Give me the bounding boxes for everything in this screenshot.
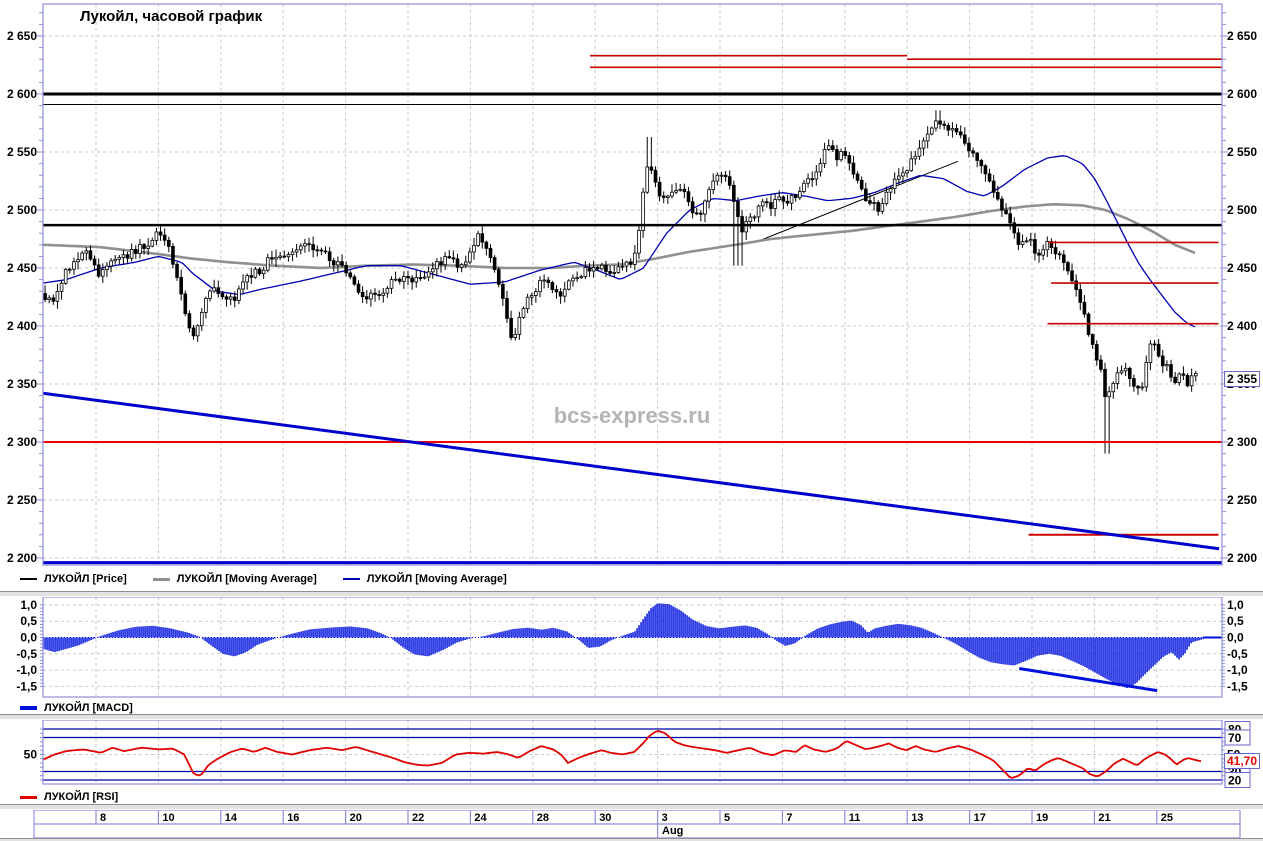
panel-splitter [0,804,1263,810]
svg-text:-1,5: -1,5 [1227,679,1248,693]
price-legend: ЛУКОЙЛ [Price] ЛУКОЙЛ [Moving Average] Л… [20,569,533,589]
svg-text:1,0: 1,0 [1227,598,1244,612]
svg-text:0,5: 0,5 [20,614,37,628]
date-label: 19 [1036,812,1048,824]
rsi-legend: ЛУКОЙЛ [RSI] [20,789,144,805]
rsi-line [42,730,1202,779]
panel-splitter [0,591,1263,597]
macd-legend: ЛУКОЙЛ [MACD] [20,700,159,716]
rsi-guides [43,728,1222,781]
svg-text:2 300: 2 300 [1227,435,1257,449]
svg-text:2 500: 2 500 [7,203,37,217]
date-label: 5 [724,812,730,824]
macd-line-swatch-icon [20,706,37,710]
svg-text:2 550: 2 550 [7,145,37,159]
date-label: 25 [1161,812,1173,824]
svg-text:2 200: 2 200 [1227,551,1257,565]
svg-text:2 600: 2 600 [1227,87,1257,101]
price-trendline-main [42,391,1220,551]
legend-item-ma-fast: ЛУКОЙЛ [Moving Average] [342,573,507,585]
panel-splitter [0,714,1263,720]
macd-trendline [1018,666,1158,693]
date-label: 24 [474,812,487,824]
price-trendline-support [754,160,959,243]
price-levels [43,54,1222,565]
date-label: 21 [1098,812,1110,824]
svg-text:2 200: 2 200 [7,551,37,565]
svg-text:2 550: 2 550 [1227,145,1257,159]
date-label: 13 [911,812,923,824]
svg-text:20: 20 [1228,774,1242,788]
date-label: 30 [599,812,611,824]
macd-legend-label: ЛУКОЙЛ [MACD] [44,702,133,714]
svg-text:0,0: 0,0 [1227,631,1244,645]
price-line-swatch-icon [20,578,37,580]
gridlines [43,4,1222,784]
date-label: 11 [849,812,861,824]
svg-text:0,5: 0,5 [1227,614,1244,628]
ma-slow-line-swatch-icon [152,577,170,581]
bottom-edge [0,838,1263,841]
rsi-legend-label: ЛУКОЙЛ [RSI] [44,791,119,803]
macd-histogram [42,603,1222,689]
svg-text:2 650: 2 650 [1227,29,1257,43]
last-rsi-badge: 41,70 [1224,753,1261,769]
date-axis: 8 10 14 16 20 22 24 28 30 3 5 7 11 13 17 19 21 25 [33,809,1241,839]
svg-text:-1,0: -1,0 [16,663,37,677]
date-label: 20 [350,812,362,824]
date-label: 10 [162,812,174,824]
price-legend-label: ЛУКОЙЛ [Price] [44,573,127,585]
month-label: Aug [662,825,684,837]
date-label: 3 [662,812,668,824]
panel-frames [37,3,1228,785]
svg-text:2 650: 2 650 [7,29,37,43]
svg-text:-1,0: -1,0 [1227,663,1248,677]
svg-text:2 450: 2 450 [7,261,37,275]
legend-item-macd: ЛУКОЙЛ [MACD] [20,702,133,714]
axis-labels: 2 650 2 650 2 600 2 600 2 550 2 550 2 500 2 500… [7,29,1257,788]
svg-text:-0,5: -0,5 [1227,647,1248,661]
last-price-badge: 2 355 [1224,371,1261,387]
svg-text:2 350: 2 350 [7,377,37,391]
svg-text:2 250: 2 250 [7,493,37,507]
date-label: 17 [974,812,986,824]
svg-text:-0,5: -0,5 [16,647,37,661]
date-label: 16 [287,812,299,824]
legend-item-price: ЛУКОЙЛ [Price] [20,573,127,585]
date-label: 8 [100,812,106,824]
price-candles [43,110,1198,454]
rsi-line-swatch-icon [20,795,37,799]
watermark: bcs-express.ru [553,403,711,428]
date-label: 14 [225,812,238,824]
ma-fast-line-swatch-icon [342,578,360,580]
svg-text:2 400: 2 400 [7,319,37,333]
svg-text:0,0: 0,0 [20,631,37,645]
svg-text:2 300: 2 300 [7,435,37,449]
date-label: 28 [537,812,549,824]
svg-text:2 400: 2 400 [1227,319,1257,333]
ma-fast-legend-label: ЛУКОЙЛ [Moving Average] [366,573,507,585]
date-label: 22 [412,812,424,824]
legend-item-ma-slow: ЛУКОЙЛ [Moving Average] [152,573,317,585]
legend-item-rsi: ЛУКОЙЛ [RSI] [20,791,118,803]
svg-text:-1,5: -1,5 [16,679,37,693]
svg-text:2 450: 2 450 [1227,261,1257,275]
svg-text:2 600: 2 600 [7,87,37,101]
date-label: 7 [786,812,792,824]
chart-title: Лукойл, часовой график [80,8,263,25]
svg-text:50: 50 [24,748,38,762]
svg-text:2 500: 2 500 [1227,203,1257,217]
ma-slow-legend-label: ЛУКОЙЛ [Moving Average] [176,573,317,585]
svg-text:70: 70 [1228,731,1242,745]
svg-text:2 250: 2 250 [1227,493,1257,507]
svg-text:1,0: 1,0 [20,598,37,612]
